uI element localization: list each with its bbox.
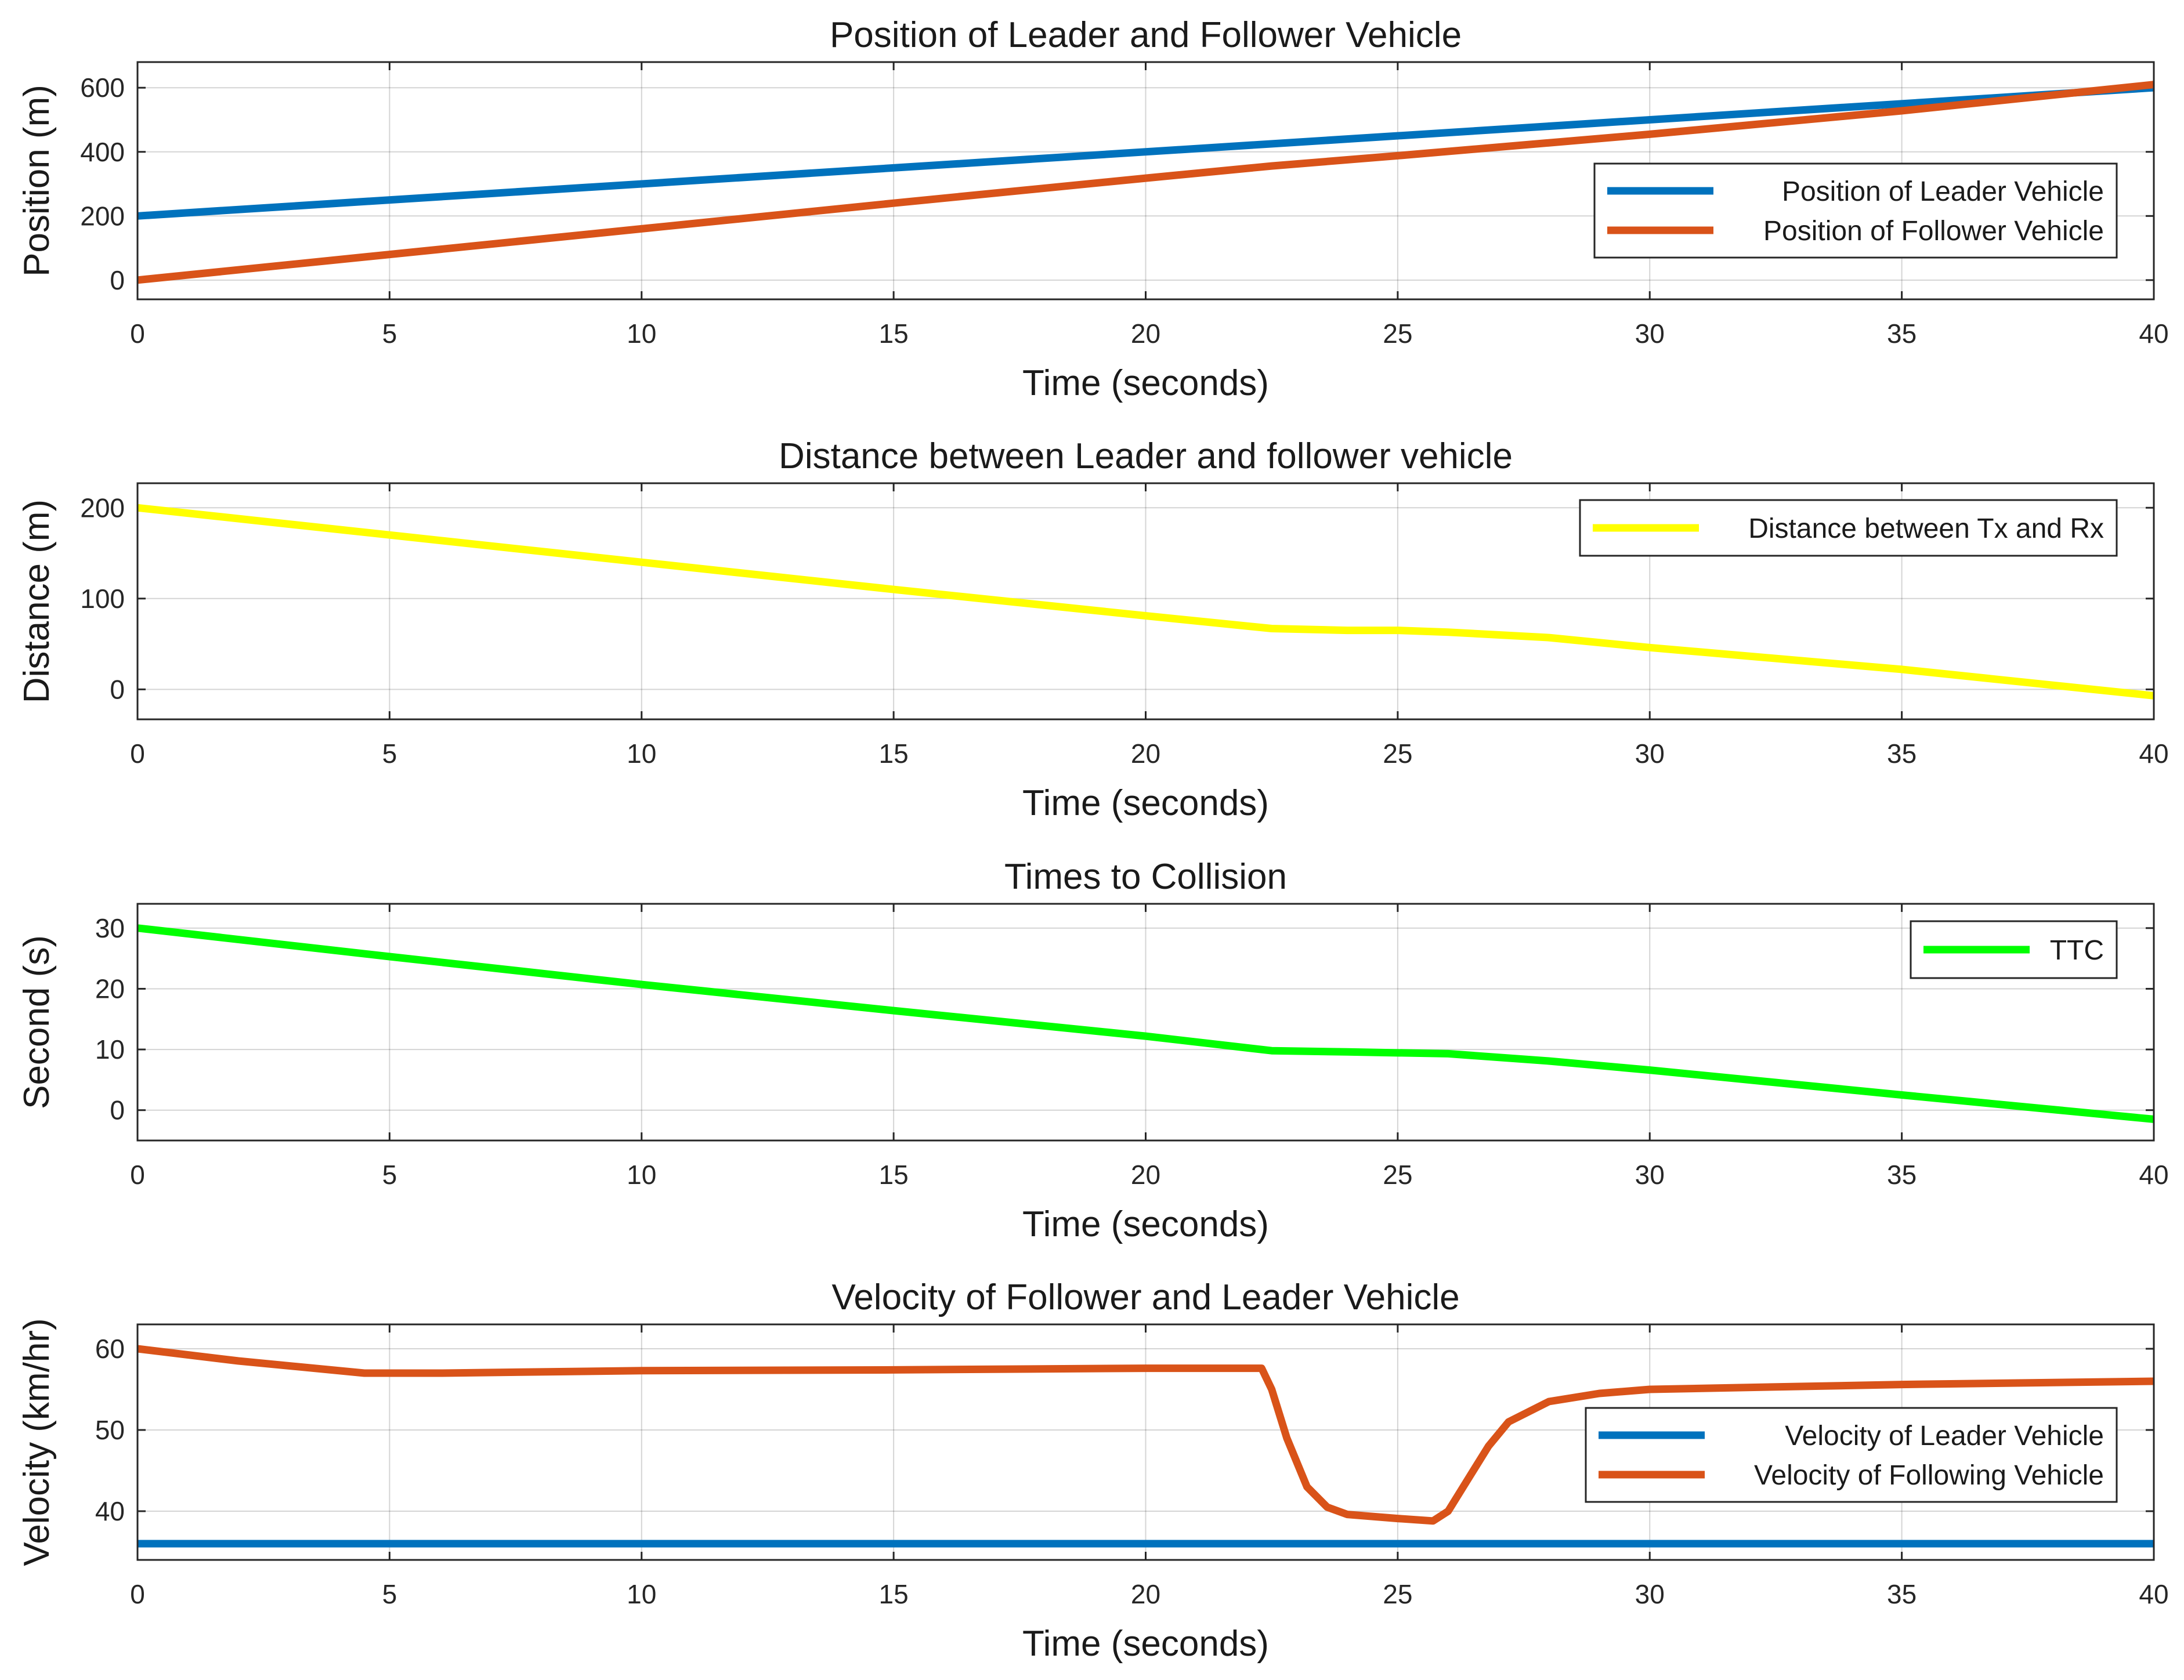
y-axis-label: Distance (m) — [17, 499, 57, 703]
x-tick-label: 30 — [1635, 318, 1665, 349]
x-tick-label: 40 — [2139, 1579, 2168, 1609]
axes-frame — [136, 903, 2155, 1142]
x-tick-label: 35 — [1887, 1160, 1917, 1190]
legend-entry-velocity-of-leader-vehicle: Velocity of Leader Vehicle — [1785, 1421, 2104, 1451]
x-tick-label: 30 — [1635, 1579, 1665, 1609]
y-tick-label: 30 — [95, 913, 125, 943]
legend-box — [1593, 162, 2118, 259]
x-tick-label: 40 — [2139, 1160, 2168, 1190]
y-axis-label: Velocity (km/hr) — [17, 1318, 57, 1566]
series-line-position-of-leader-vehicle — [137, 84, 2154, 220]
chart-panel-3: 0 5 10 15 20 25 30 35 40 0 10 20 30 Times to Collisio… — [17, 857, 2169, 1244]
x-tick-label: 25 — [1383, 318, 1412, 349]
x-tick-label: 20 — [1131, 738, 1160, 769]
x-axis-label: Time (seconds) — [1022, 783, 1269, 823]
x-axis-label: Time (seconds) — [1022, 1204, 1269, 1244]
legend: Distance between Tx and Rx — [1579, 499, 2118, 557]
legend: TTC — [1910, 920, 2118, 979]
y-tick-label: 600 — [80, 73, 125, 103]
x-tick-label: 5 — [382, 1160, 397, 1190]
y-tick-label: 40 — [95, 1496, 125, 1526]
x-tick-label: 25 — [1383, 738, 1412, 769]
chart-panel-2: 0 5 10 15 20 25 30 35 40 0 100 200 Distance between … — [17, 436, 2169, 823]
series-line-position-of-follower-vehicle — [137, 81, 2154, 284]
legend: Velocity of Leader Vehicle Velocity of Fo… — [1585, 1407, 2118, 1503]
x-tick-label: 15 — [879, 738, 909, 769]
series-line-distance-between-tx-and-rx — [137, 504, 2154, 700]
y-tick-label: 400 — [80, 137, 125, 167]
x-tick-label: 0 — [130, 1579, 145, 1609]
x-tick-label: 25 — [1383, 1579, 1412, 1609]
x-tick-label: 15 — [879, 318, 909, 349]
axes-frame — [136, 61, 2155, 300]
x-tick-label: 20 — [1131, 318, 1160, 349]
x-tick-label: 15 — [879, 1579, 909, 1609]
y-tick-label: 200 — [80, 201, 125, 231]
y-tick-label: 60 — [95, 1334, 125, 1364]
axes-frame — [136, 482, 2155, 720]
y-tick-label: 20 — [95, 973, 125, 1004]
plot-area — [138, 904, 2154, 1140]
legend-entry-velocity-of-following-vehicle: Velocity of Following Vehicle — [1754, 1460, 2104, 1491]
x-tick-label: 20 — [1131, 1160, 1160, 1190]
axes-frame — [136, 1323, 2155, 1561]
legend: Position of Leader Vehicle Position of Fo… — [1593, 162, 2118, 259]
series-line-ttc — [137, 924, 2154, 1123]
legend-box — [1585, 1407, 2118, 1503]
chart-panel-4: 0 5 10 15 20 25 30 35 40 40 50 60 Velocity of Follow… — [17, 1277, 2169, 1664]
x-tick-label: 0 — [130, 318, 145, 349]
x-tick-label: 10 — [627, 318, 656, 349]
x-axis-label: Time (seconds) — [1022, 363, 1269, 403]
chart-title: Times to Collision — [1004, 857, 1287, 897]
y-tick-label: 10 — [95, 1034, 125, 1065]
y-axis-label: Second (s) — [17, 935, 57, 1109]
x-tick-label: 35 — [1887, 738, 1917, 769]
x-tick-label: 10 — [627, 1579, 656, 1609]
x-tick-label: 0 — [130, 738, 145, 769]
legend-entry-distance-between-tx-and-rx: Distance between Tx and Rx — [1748, 513, 2104, 544]
y-tick-label: 50 — [95, 1415, 125, 1445]
legend-entry-position-of-leader-vehicle: Position of Leader Vehicle — [1782, 176, 2104, 207]
y-tick-label: 0 — [110, 674, 125, 704]
x-tick-label: 20 — [1131, 1579, 1160, 1609]
series-line-velocity-of-following-vehicle — [137, 1345, 2154, 1525]
x-tick-label: 30 — [1635, 1160, 1665, 1190]
x-tick-label: 35 — [1887, 318, 1917, 349]
y-tick-label: 0 — [110, 1095, 125, 1125]
x-tick-label: 10 — [627, 1160, 656, 1190]
x-axis-label: Time (seconds) — [1022, 1624, 1269, 1664]
chart-title: Velocity of Follower and Leader Vehicle — [831, 1277, 1459, 1317]
y-tick-label: 200 — [80, 493, 125, 523]
legend-entry-position-of-follower-vehicle: Position of Follower Vehicle — [1763, 216, 2104, 247]
x-tick-label: 15 — [879, 1160, 909, 1190]
x-tick-label: 40 — [2139, 738, 2168, 769]
x-tick-label: 0 — [130, 1160, 145, 1190]
y-tick-label: 100 — [80, 584, 125, 614]
x-tick-label: 35 — [1887, 1579, 1917, 1609]
chart-title: Position of Leader and Follower Vehicle — [830, 15, 1462, 55]
legend-entry-ttc: TTC — [2050, 935, 2104, 966]
x-tick-label: 25 — [1383, 1160, 1412, 1190]
x-tick-label: 10 — [627, 738, 656, 769]
x-tick-label: 5 — [382, 318, 397, 349]
chart-title: Distance between Leader and follower veh… — [779, 436, 1513, 476]
y-axis-label: Position (m) — [17, 85, 57, 277]
x-tick-label: 30 — [1635, 738, 1665, 769]
x-tick-label: 5 — [382, 738, 397, 769]
x-tick-label: 5 — [382, 1579, 397, 1609]
y-tick-label: 0 — [110, 265, 125, 295]
x-tick-label: 40 — [2139, 318, 2168, 349]
